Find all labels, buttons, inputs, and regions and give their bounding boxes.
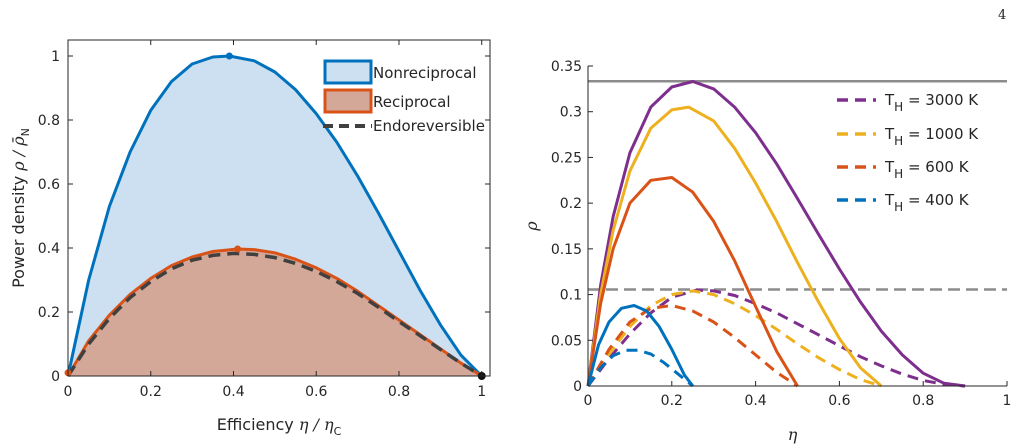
left-chart: 0 0.2 0.4 0.6 0.8 1 0 0.2 0.4 0.6 0.8 1 Efficiency η… [9, 39, 491, 438]
series-yellow-dashed [586, 289, 882, 388]
series-orange-dashed [586, 303, 799, 388]
y-tick-label: 0 [51, 369, 60, 385]
legend-label-yellow: TH = 1000 K [884, 125, 979, 148]
legend-label-purple: TH = 3000 K [884, 91, 979, 114]
x-tick-label: 0.4 [744, 393, 766, 409]
y-tick-label: 0.3 [560, 105, 582, 121]
legend-label-orange: TH = 600 K [884, 158, 970, 181]
series-yellow-solid [586, 105, 883, 388]
page-number: 4 [998, 8, 1007, 23]
y-tick-label: 1 [51, 49, 60, 65]
x-tick-label: 0.2 [661, 393, 683, 409]
right-chart: 0 0.2 0.4 0.6 0.8 1 0 0.05 0.1 0.15 0.2 0.25 0.3 0.35… [522, 59, 1012, 444]
reciprocal-area [68, 249, 482, 376]
y-tick-label: 0.2 [38, 305, 60, 321]
x-tick-label: 0.8 [912, 393, 934, 409]
marker-reciprocal [234, 245, 242, 253]
series-orange-solid [586, 176, 799, 387]
series-blue-dashed [586, 348, 694, 388]
series-blue-solid [586, 304, 694, 387]
y-tick-label: 0.35 [551, 59, 582, 75]
x-axis-label: η [788, 425, 798, 444]
y-axis-label: ρ [522, 221, 541, 232]
y-tick-label: 0.4 [38, 241, 60, 257]
x-tick-label: 0.6 [828, 393, 850, 409]
y-tick-label: 0.8 [38, 113, 60, 129]
x-axis-label: Efficiency η / ηC [217, 415, 342, 438]
y-tick-label: 0.1 [560, 288, 582, 304]
legend: TH = 3000 K TH = 1000 K TH = 600 K TH = 400… [837, 91, 979, 214]
series-purple-solid [586, 80, 966, 388]
y-axis-label: Power density ρ / ρ̄N [9, 128, 32, 288]
x-tick-label: 1 [1003, 393, 1012, 409]
nonreciprocal-line [66, 54, 483, 378]
y-tick-label: 0.15 [551, 242, 582, 258]
x-tick-label: 0 [584, 393, 593, 409]
legend-label-reciprocal: Reciprocal [373, 93, 451, 111]
legend: Nonreciprocal Reciprocal Endoreversible [323, 59, 485, 135]
x-tick-label: 0.6 [305, 384, 327, 400]
endoreversible-line [66, 251, 483, 378]
legend-swatch-reciprocal [323, 88, 373, 114]
y-tick-label: 0.6 [38, 177, 60, 193]
legend-label-endoreversible: Endoreversible [373, 117, 485, 135]
x-tick-label: 0 [64, 384, 73, 400]
legend-swatch-nonreciprocal [323, 59, 373, 85]
marker-nonreciprocal [225, 52, 233, 60]
x-tick-label: 0.8 [388, 384, 410, 400]
y-tick-label: 0.05 [551, 333, 582, 349]
x-tick-label: 1 [477, 384, 486, 400]
reciprocal-line [66, 247, 483, 378]
series-purple-dashed [586, 288, 966, 388]
x-tick-label: 0.2 [140, 384, 162, 400]
y-tick-label: 0.2 [560, 196, 582, 212]
y-tick-label: 0 [573, 379, 582, 395]
x-tick-label: 0.4 [222, 384, 244, 400]
plot-frame [67, 39, 491, 377]
legend-label-blue: TH = 400 K [884, 191, 970, 214]
y-tick-label: 0.25 [551, 150, 582, 166]
legend-label-nonreciprocal: Nonreciprocal [373, 64, 477, 82]
